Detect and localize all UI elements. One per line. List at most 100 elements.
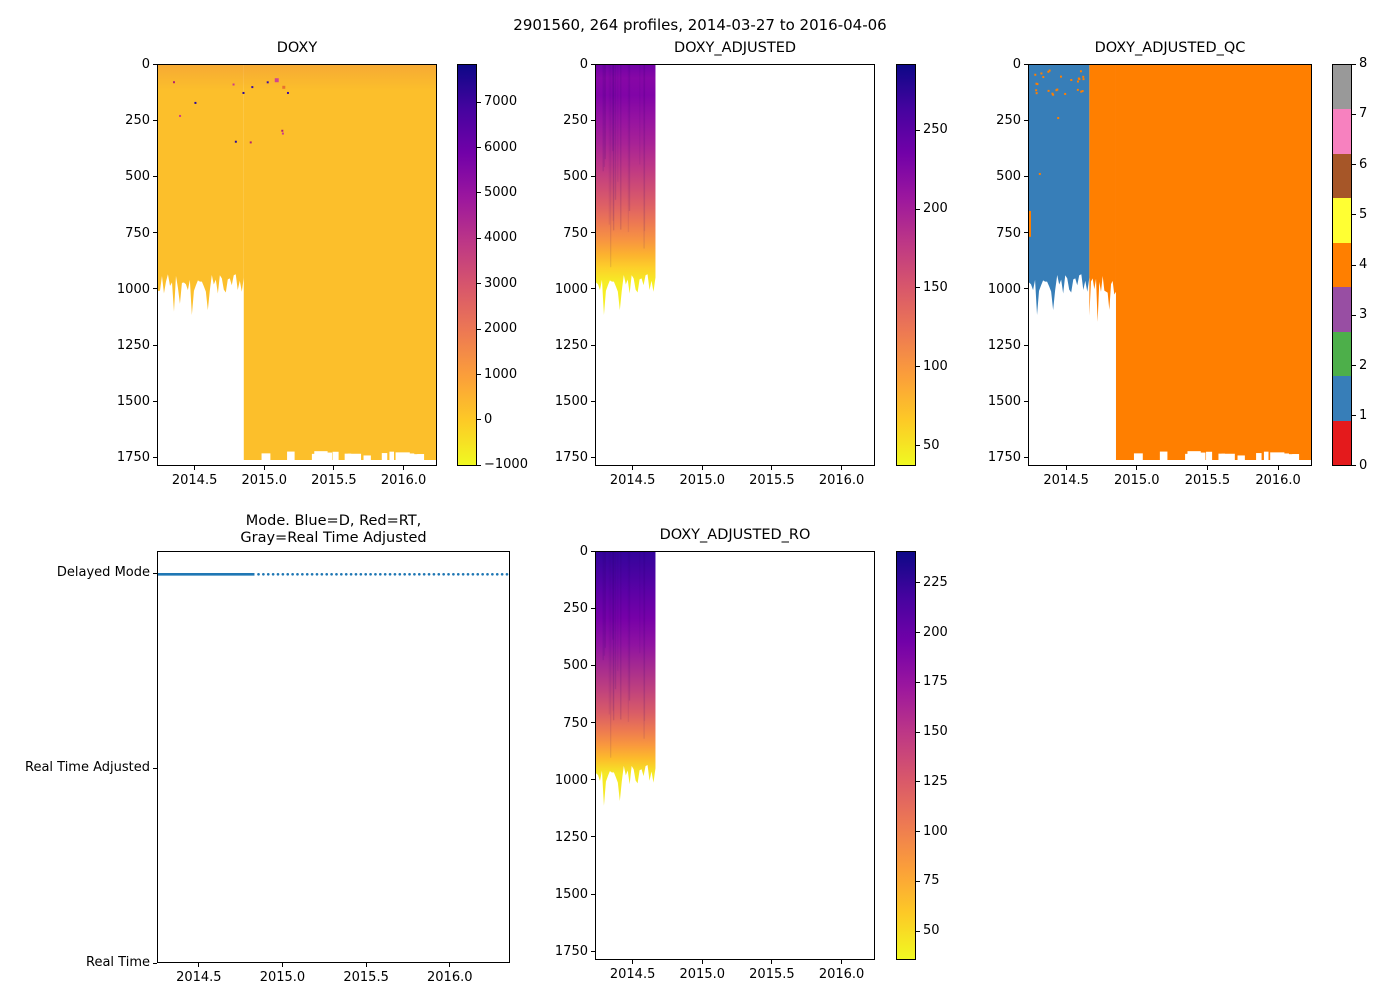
y-tick-mark <box>1024 456 1028 458</box>
y-tick-label: 250 <box>563 113 588 129</box>
y-tick-label: 750 <box>563 715 588 731</box>
colorbar-segment-4 <box>1333 242 1351 288</box>
x-tick-mark <box>403 466 405 470</box>
x-tick-label: 2014.5 <box>171 473 218 488</box>
axes-qc <box>1028 64 1312 466</box>
colorbar-tick-mark <box>477 374 481 376</box>
y-tick-mark <box>591 836 595 838</box>
y-tick-label: 1000 <box>116 281 150 297</box>
plot-title-line: DOXY_ADJUSTED <box>673 40 797 56</box>
colorbar-tick-mark <box>916 831 920 833</box>
colorbar-tick-label: 250 <box>923 122 948 138</box>
plot-title-adjusted: DOXY_ADJUSTED <box>595 40 875 57</box>
colorbar-tick-label: 100 <box>923 358 948 374</box>
x-tick-label: 2015.5 <box>749 473 795 488</box>
colorbar-doxy <box>457 64 477 466</box>
colorbar-tick-label: −1000 <box>484 457 528 473</box>
y-tick-label: 1750 <box>987 450 1021 466</box>
colorbar-tick-label: 7 <box>1359 106 1368 122</box>
y-tick-label: Delayed Mode <box>56 565 150 581</box>
x-tick-mark <box>1065 466 1067 470</box>
colorbar-tick-mark <box>916 445 920 446</box>
y-tick-mark <box>1024 232 1028 234</box>
heatmap-region <box>596 65 656 315</box>
x-tick-label: 2015.5 <box>343 970 389 985</box>
y-tick-mark <box>591 950 595 952</box>
y-tick-label: 1750 <box>116 450 150 466</box>
plot-title-qc: DOXY_ADJUSTED_QC <box>1028 40 1312 57</box>
colorbar-tick-label: 7000 <box>484 94 518 110</box>
plot-title-line: Gray=Real Time Adjusted <box>240 530 427 546</box>
colorbar-tick-label: 200 <box>923 201 948 217</box>
colorbar-adjusted <box>896 64 916 466</box>
y-tick-mark <box>1024 400 1028 402</box>
x-tick-mark <box>701 466 703 470</box>
colorbar-tick-label: 6 <box>1359 156 1368 172</box>
y-tick-mark <box>153 767 157 769</box>
y-tick-mark <box>1024 63 1028 65</box>
x-tick-label: 2015.5 <box>749 967 795 982</box>
colorbar-tick-mark <box>477 283 481 285</box>
y-tick-label: 750 <box>125 225 150 241</box>
x-tick-label: 2016.0 <box>1255 473 1301 488</box>
colorbar-tick-label: 5000 <box>484 184 518 200</box>
x-tick-mark <box>333 466 335 470</box>
colorbar-tick-label: 175 <box>923 674 948 690</box>
colorbar-tick-label: 150 <box>923 279 948 295</box>
y-tick-mark <box>591 456 595 458</box>
colorbar-tick-mark <box>916 880 920 882</box>
x-tick-label: 2015.0 <box>1114 473 1160 488</box>
y-tick-label: 1000 <box>554 281 588 297</box>
colorbar-tick-mark <box>916 366 920 368</box>
colorbar-qc <box>1332 64 1352 466</box>
colorbar-tick-label: 1000 <box>484 366 518 382</box>
y-tick-mark <box>153 962 157 964</box>
colorbar-tick-mark <box>916 287 920 289</box>
y-tick-label: 0 <box>579 57 588 72</box>
colorbar-tick-mark <box>477 101 481 103</box>
x-tick-mark <box>841 466 843 470</box>
plot-area-qc <box>1029 65 1311 465</box>
y-tick-mark <box>591 175 595 177</box>
plot-title-line: DOXY_ADJUSTED_QC <box>1094 40 1246 56</box>
colorbar-tick-mark <box>477 237 481 239</box>
plot-title-doxy: DOXY <box>157 40 437 57</box>
plot-title-line: Mode. Blue=D, Red=RT, <box>245 513 422 529</box>
y-tick-mark <box>1024 175 1028 177</box>
x-tick-label: 2015.0 <box>679 967 726 982</box>
y-tick-mark <box>153 288 157 290</box>
colorbar-tick-mark <box>1352 365 1356 366</box>
colorbar-tick-mark <box>477 147 481 149</box>
y-tick-mark <box>153 232 157 234</box>
y-tick-label: 500 <box>996 169 1021 185</box>
heatmap-region <box>243 65 436 461</box>
x-tick-label: 2016.0 <box>818 967 865 982</box>
x-tick-mark <box>198 963 200 967</box>
y-tick-mark <box>1024 344 1028 346</box>
x-tick-mark <box>841 960 843 964</box>
plot-area-doxy <box>158 65 436 465</box>
colorbar-segment-6 <box>1333 153 1351 199</box>
x-tick-mark <box>365 963 367 967</box>
colorbar-tick-mark <box>916 781 920 783</box>
colorbar-tick-label: 6000 <box>484 139 518 155</box>
y-tick-label: 1000 <box>987 281 1021 297</box>
y-tick-mark <box>591 288 595 290</box>
y-tick-mark <box>153 175 157 177</box>
colorbar-tick-label: 0 <box>484 411 493 427</box>
colorbar-tick-mark <box>916 681 920 683</box>
y-tick-mark <box>153 344 157 346</box>
colorbar-tick-mark <box>1352 113 1356 115</box>
y-tick-mark <box>591 344 595 346</box>
y-tick-label: 250 <box>563 601 588 617</box>
y-tick-label: 1750 <box>554 450 588 466</box>
axes-mode <box>157 551 510 963</box>
y-tick-label: Real Time <box>86 955 150 970</box>
heatmap-region <box>1089 65 1116 322</box>
colorbar-tick-label: 150 <box>923 724 948 740</box>
x-tick-label: 2015.0 <box>259 970 306 985</box>
y-tick-mark <box>591 893 595 895</box>
colorbar-tick-mark <box>477 192 481 194</box>
plot-area-adjusted <box>596 65 656 315</box>
x-tick-label: 2015.5 <box>1184 473 1231 488</box>
